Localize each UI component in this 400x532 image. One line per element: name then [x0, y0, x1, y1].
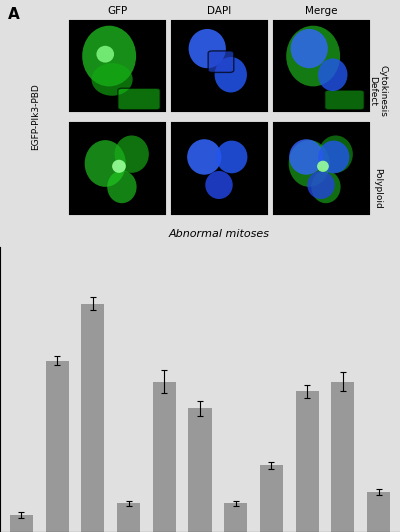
Ellipse shape [318, 136, 353, 173]
Ellipse shape [189, 29, 226, 68]
Ellipse shape [286, 26, 340, 86]
Bar [170, 19, 268, 112]
Text: Polyploid: Polyploid [374, 168, 382, 209]
Bar [81, 304, 104, 532]
Text: A: A [8, 7, 20, 22]
Ellipse shape [311, 170, 341, 203]
Ellipse shape [107, 170, 136, 203]
Bar [331, 381, 354, 532]
Ellipse shape [318, 59, 348, 91]
FancyBboxPatch shape [118, 88, 160, 110]
Bar [188, 408, 212, 532]
Text: EGFP-Plk3-PBD: EGFP-Plk3-PBD [32, 84, 40, 150]
FancyBboxPatch shape [325, 90, 364, 110]
Ellipse shape [112, 160, 126, 173]
Ellipse shape [187, 139, 222, 174]
Ellipse shape [317, 161, 329, 172]
Bar [117, 503, 140, 532]
Ellipse shape [92, 63, 133, 96]
Ellipse shape [216, 140, 248, 173]
Bar [153, 381, 176, 532]
Text: Cytokinesis
Defect: Cytokinesis Defect [368, 65, 388, 117]
Ellipse shape [96, 46, 114, 63]
Bar [10, 515, 33, 532]
Ellipse shape [114, 136, 149, 173]
Text: Merge: Merge [305, 6, 337, 16]
Ellipse shape [289, 139, 324, 174]
Ellipse shape [289, 140, 330, 187]
Bar [68, 19, 166, 112]
Bar [170, 121, 268, 215]
Bar [68, 121, 166, 215]
Bar [272, 19, 370, 112]
Bar [272, 121, 370, 215]
Ellipse shape [214, 57, 247, 93]
FancyBboxPatch shape [208, 51, 234, 72]
Bar [260, 466, 283, 532]
Ellipse shape [205, 171, 233, 199]
Bar [367, 492, 390, 532]
Ellipse shape [291, 29, 328, 68]
Text: GFP: GFP [107, 6, 127, 16]
Ellipse shape [318, 140, 350, 173]
Ellipse shape [307, 171, 335, 199]
Text: Abnormal mitoses: Abnormal mitoses [168, 229, 270, 239]
Ellipse shape [82, 26, 136, 86]
Bar [46, 361, 69, 532]
Ellipse shape [85, 140, 126, 187]
Text: DAPI: DAPI [207, 6, 231, 16]
Bar [224, 503, 247, 532]
Bar [296, 391, 319, 532]
